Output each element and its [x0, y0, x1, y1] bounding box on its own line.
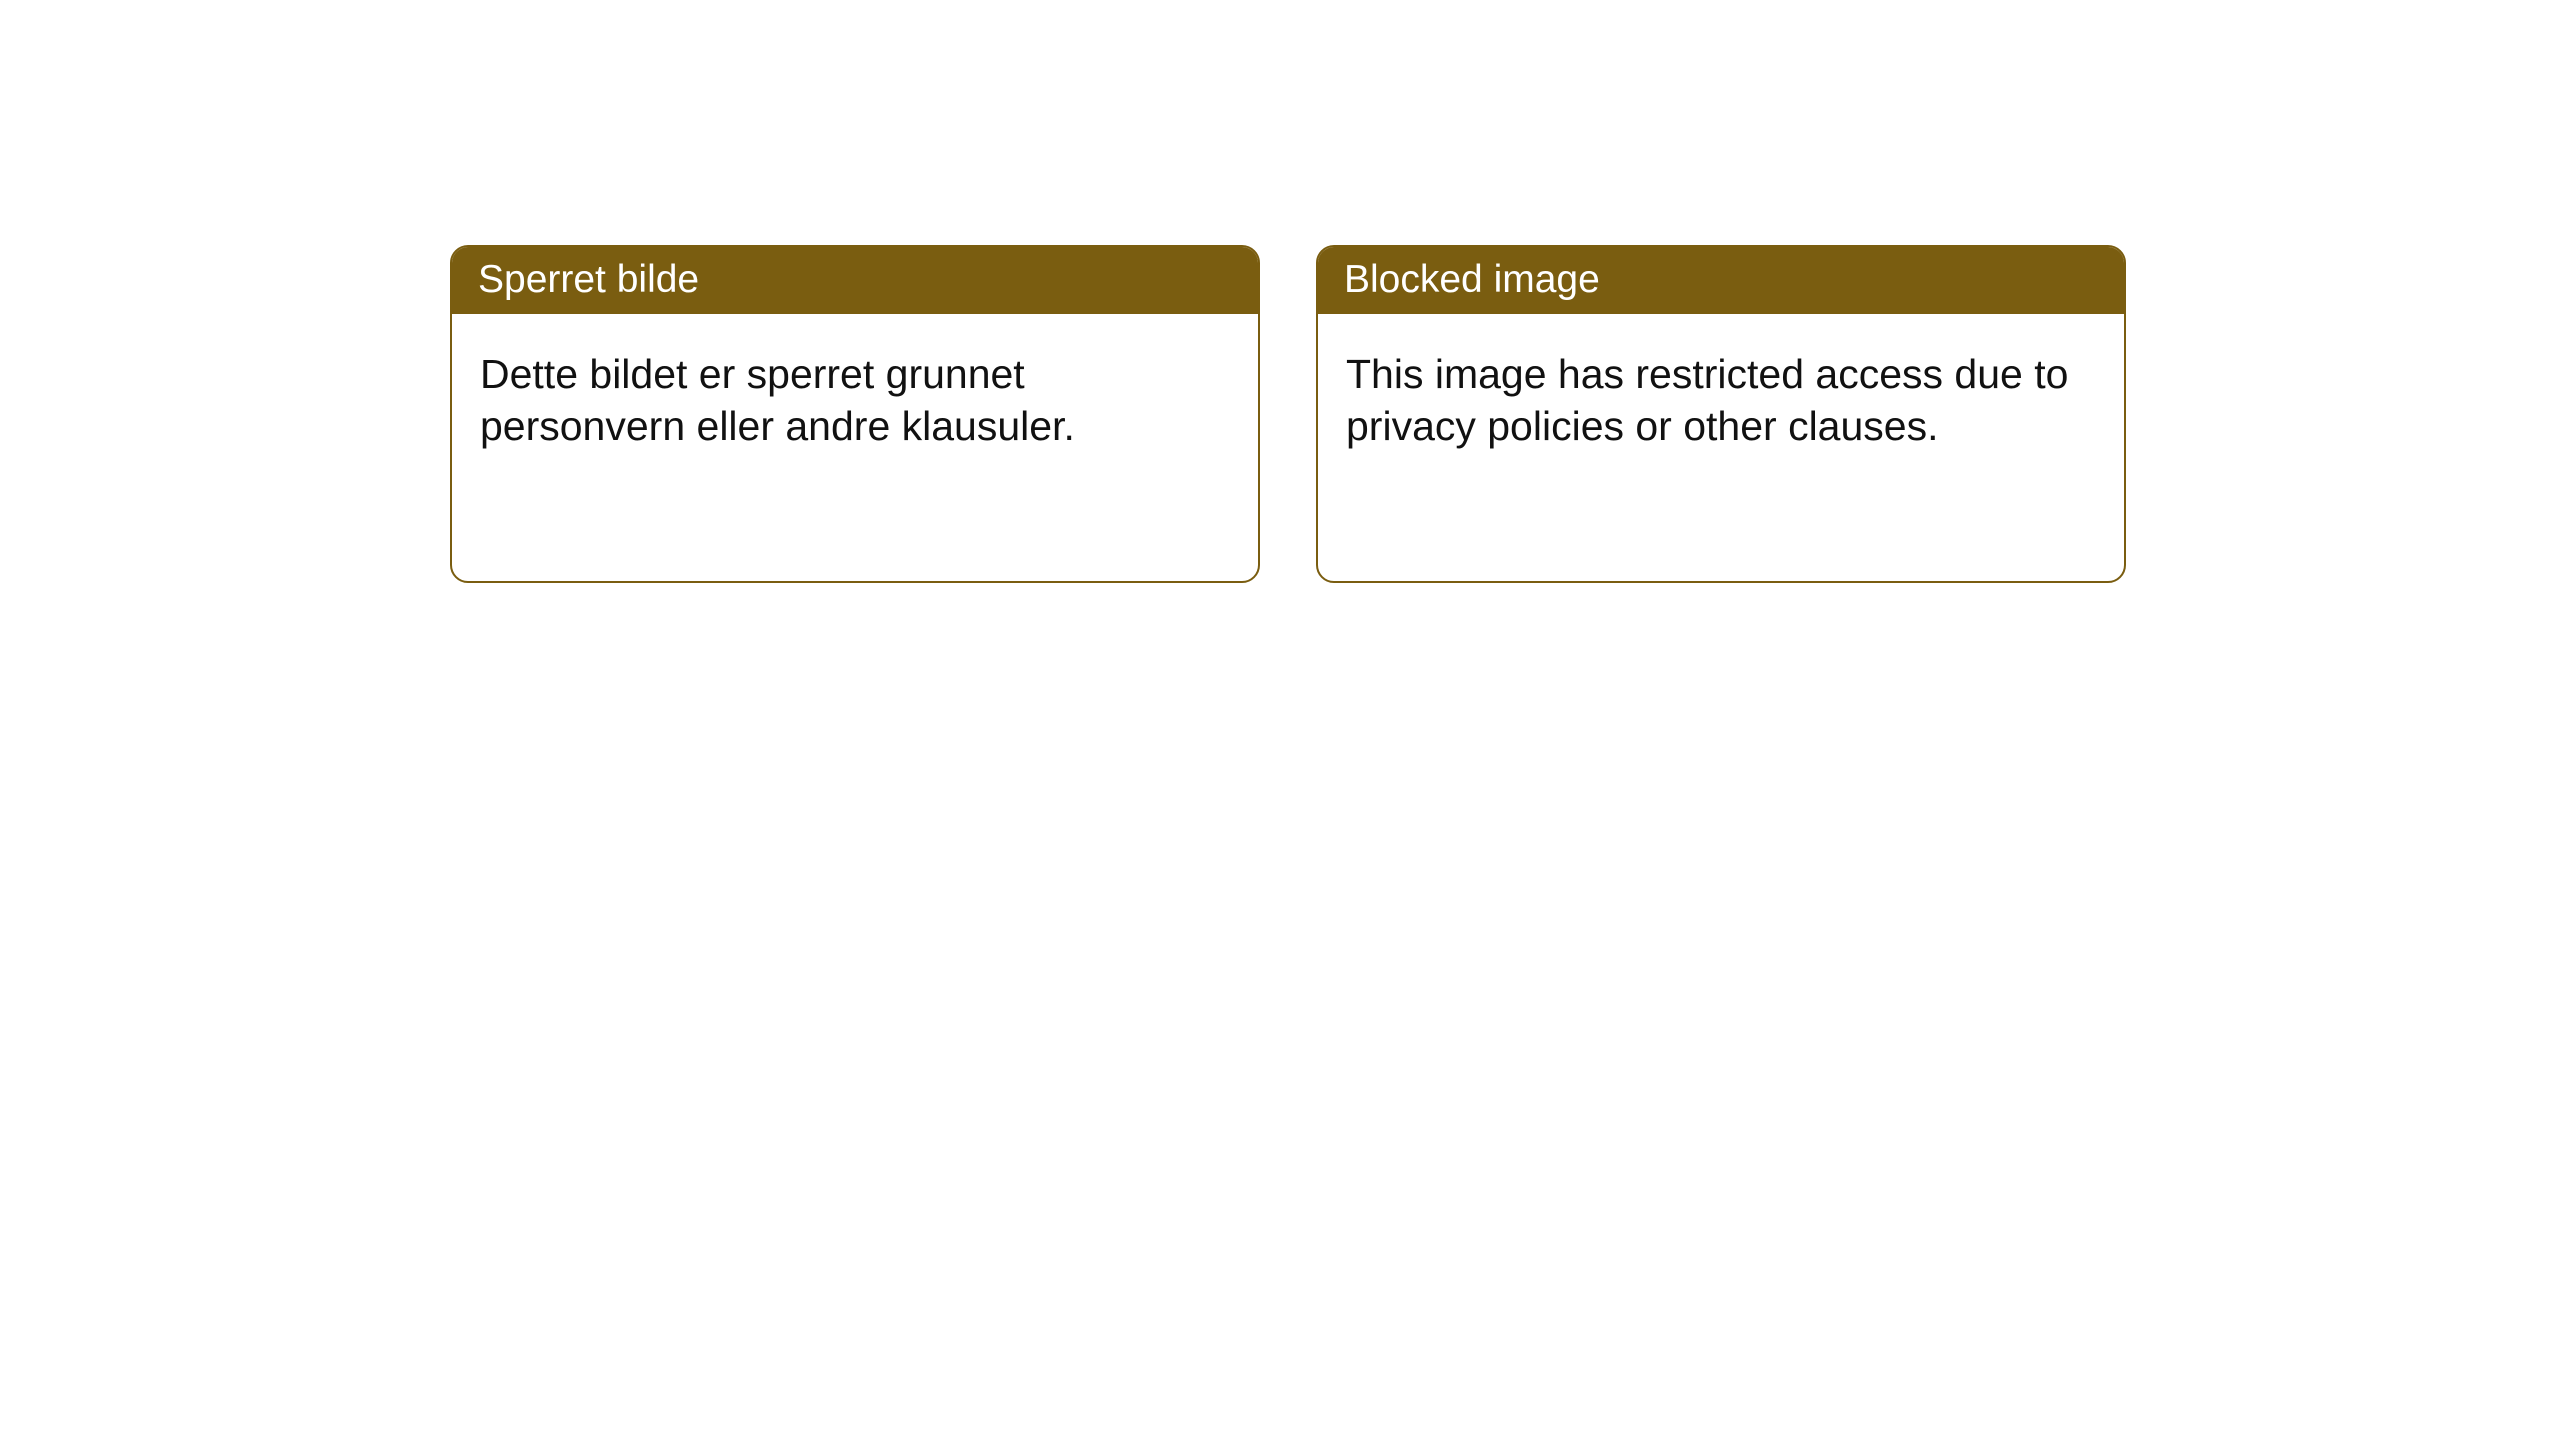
card-body-text: Dette bildet er sperret grunnet personve…: [480, 351, 1075, 449]
card-body-text: This image has restricted access due to …: [1346, 351, 2068, 449]
card-header-norwegian: Sperret bilde: [452, 247, 1258, 314]
card-title: Blocked image: [1344, 258, 1600, 301]
cards-container: Sperret bilde Dette bildet er sperret gr…: [450, 245, 2126, 583]
card-header-english: Blocked image: [1318, 247, 2124, 314]
card-title: Sperret bilde: [478, 258, 699, 301]
card-body-norwegian: Dette bildet er sperret grunnet personve…: [452, 314, 1258, 487]
card-english: Blocked image This image has restricted …: [1316, 245, 2126, 583]
card-norwegian: Sperret bilde Dette bildet er sperret gr…: [450, 245, 1260, 583]
card-body-english: This image has restricted access due to …: [1318, 314, 2124, 487]
